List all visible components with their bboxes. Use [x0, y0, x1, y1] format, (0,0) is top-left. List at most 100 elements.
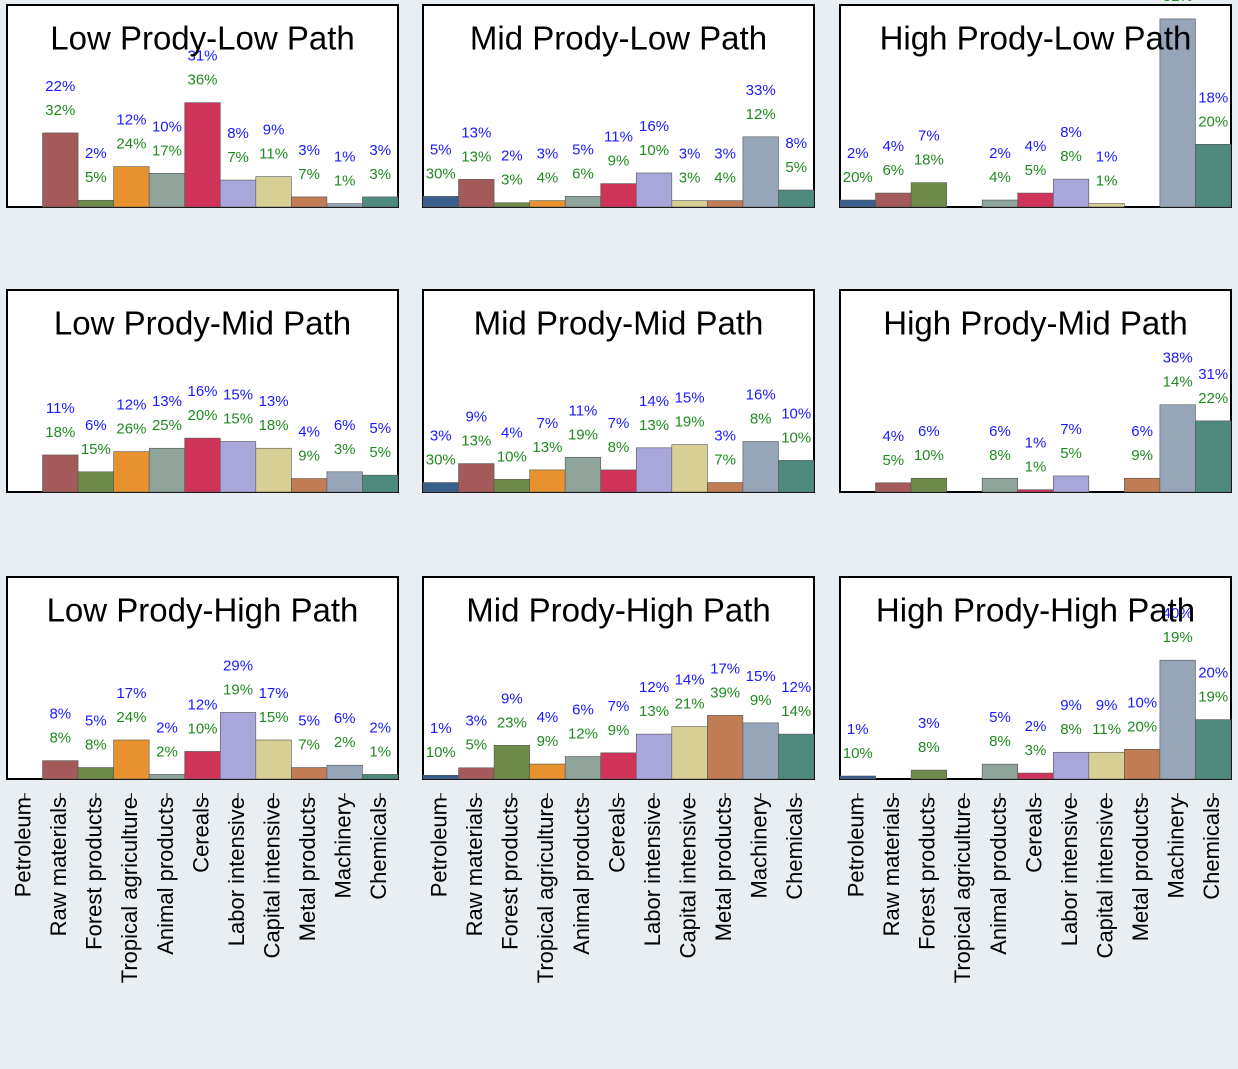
value-label: 3% — [334, 441, 356, 458]
bar — [778, 189, 815, 208]
value-label: 12% — [746, 106, 776, 123]
value-label: 16% — [187, 383, 217, 400]
plot-area — [6, 576, 399, 780]
value-label: 9% — [263, 122, 285, 139]
value-label: 31% — [187, 48, 217, 65]
bar — [326, 471, 363, 493]
value-label: 7% — [608, 698, 630, 715]
bar — [1052, 475, 1090, 493]
value-label: 8% — [989, 733, 1011, 750]
value-label: 8% — [989, 447, 1011, 464]
value-label: 7% — [298, 166, 320, 183]
value-label: 4% — [1025, 138, 1047, 155]
bar — [1052, 751, 1090, 780]
value-label: 19% — [1198, 689, 1228, 706]
value-label: 10% — [152, 118, 182, 135]
bar — [219, 441, 257, 493]
value-label: 5% — [85, 712, 107, 729]
value-label: 30% — [426, 165, 456, 182]
panel-title: Mid Prody-High Path — [466, 592, 770, 629]
value-label: 3% — [918, 715, 940, 732]
bar — [981, 477, 1019, 493]
x-tick-label: Animal products — [569, 797, 594, 955]
x-tick-label: Labor intensive — [224, 797, 249, 946]
bar — [635, 447, 673, 493]
bar — [1159, 659, 1196, 780]
bar — [1159, 18, 1196, 208]
bar — [778, 733, 815, 780]
value-label: 2% — [156, 743, 178, 760]
value-label: 5% — [298, 712, 320, 729]
value-label: 38% — [1163, 350, 1193, 367]
value-label: 13% — [461, 124, 491, 141]
x-tick-label: Tropical agriculture — [533, 797, 558, 983]
value-label: 20% — [1127, 718, 1157, 735]
value-label: 1% — [334, 149, 356, 166]
value-label: 10% — [914, 447, 944, 464]
value-label: 3% — [430, 428, 452, 445]
value-label: 32% — [45, 102, 75, 119]
value-label: 3% — [369, 166, 391, 183]
bar — [1124, 477, 1161, 493]
x-tick-label: Chemicals — [1199, 797, 1224, 900]
value-label: 12% — [568, 726, 598, 743]
value-label: 4% — [714, 170, 736, 187]
value-label: 3% — [369, 142, 391, 159]
value-label: 39% — [710, 684, 740, 701]
value-label: 12% — [187, 696, 217, 713]
value-label: 8% — [1060, 124, 1082, 141]
value-label: 10% — [187, 720, 217, 737]
value-label: 9% — [465, 409, 487, 426]
value-label: 2% — [501, 148, 523, 165]
value-label: 12% — [781, 679, 811, 696]
bar — [875, 192, 912, 208]
value-label: 9% — [750, 692, 772, 709]
value-label: 18% — [1198, 89, 1228, 106]
value-label: 10% — [497, 448, 527, 465]
x-tick-label: Capital intensive — [259, 797, 284, 958]
value-label: 20% — [187, 407, 217, 424]
bar — [910, 477, 947, 493]
value-label: 31% — [1198, 366, 1228, 383]
panel-title: Low Prody-High Path — [47, 592, 359, 629]
bar — [839, 199, 876, 208]
value-label: 36% — [187, 72, 217, 89]
value-label: 3% — [714, 146, 736, 163]
value-label: 33% — [746, 82, 776, 99]
bar — [148, 447, 186, 493]
value-label: 6% — [989, 423, 1011, 440]
value-label: 12% — [116, 397, 146, 414]
x-tick-label: Chemicals — [782, 797, 807, 900]
value-label: 14% — [781, 703, 811, 720]
bar — [422, 196, 459, 208]
bar — [1195, 719, 1232, 780]
bar — [839, 775, 876, 780]
panel-title: High Prody-High Path — [876, 592, 1195, 629]
value-label: 13% — [152, 393, 182, 410]
bar — [1052, 178, 1090, 208]
value-label: 5% — [882, 452, 904, 469]
value-label: 7% — [714, 452, 736, 469]
value-label: 7% — [608, 415, 630, 432]
value-label: 19% — [1163, 629, 1193, 646]
bar — [1124, 748, 1161, 780]
bar — [910, 182, 947, 208]
value-label: 12% — [116, 112, 146, 129]
bar — [564, 456, 602, 493]
value-label: 13% — [461, 148, 491, 165]
value-label: 18% — [45, 424, 75, 441]
value-label: 13% — [639, 417, 669, 434]
value-label: 10% — [781, 429, 811, 446]
value-label: 11% — [46, 400, 75, 417]
bar — [219, 712, 257, 780]
value-label: 18% — [914, 152, 944, 169]
bar — [778, 460, 815, 493]
value-label: 8% — [49, 706, 71, 723]
x-tick-label: Forest products — [498, 797, 523, 950]
bar — [742, 441, 779, 493]
value-label: 1% — [334, 173, 356, 190]
value-label: 1% — [1096, 172, 1118, 189]
value-label: 5% — [785, 159, 807, 176]
panel: 1% 10% 3% 8% 5% 8% 2% 3% 9% 8% 9% 11% 10% 20% 40% 19% 20… — [839, 576, 1232, 983]
value-label: 13% — [532, 439, 562, 456]
